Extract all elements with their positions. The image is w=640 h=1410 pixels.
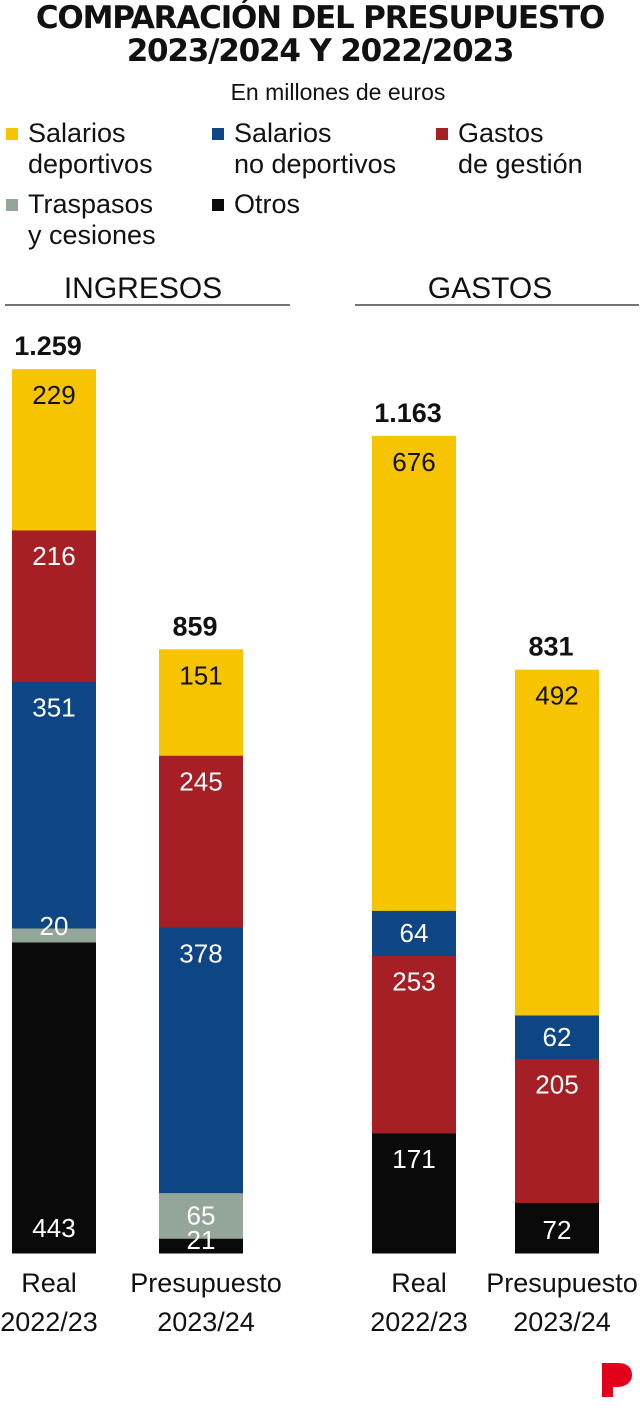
category-label-gastos: 2022/23: [370, 1307, 468, 1337]
bar-segment-gastos-gastos-de-gestion: [372, 955, 456, 1134]
legend-swatch: [436, 128, 448, 140]
legend-swatch: [6, 128, 18, 140]
publisher-logo-icon: [602, 1363, 632, 1397]
bar-segment-ingresos-gastos-de-gestion: [159, 755, 243, 928]
chart-subtitle: En millones de euros: [230, 79, 446, 105]
legend-label: Gastos de gestión: [458, 118, 583, 179]
bar-segment-gastos-salarios-no-deportivos: [372, 910, 456, 956]
data-label-ingresos-otros: 21: [187, 1225, 216, 1255]
data-label-gastos-salarios-no-deportivos: 64: [400, 918, 429, 948]
data-label-ingresos-salarios-no-deportivos: 378: [179, 938, 222, 968]
bar-segment-ingresos-gastos-de-gestion: [12, 529, 96, 683]
data-label-ingresos-otros: 443: [32, 1213, 75, 1243]
gastos-panel-title: GASTOS: [428, 272, 552, 305]
bar-segment-ingresos-salarios-deportivos: [12, 369, 96, 531]
legend-swatch: [6, 199, 18, 211]
bar-segment-ingresos-traspasos-y-cesiones: [12, 927, 96, 943]
legend-label: Salarios no deportivos: [234, 118, 397, 179]
bar-total-gastos: 831: [528, 632, 573, 662]
data-label-ingresos-gastos-de-gestion: 245: [179, 766, 222, 796]
data-label-ingresos-salarios-deportivos: 229: [32, 380, 75, 410]
data-label-gastos-gastos-de-gestion: 205: [535, 1070, 578, 1100]
bar-segment-ingresos-otros: [12, 942, 96, 1254]
category-label-gastos: 2023/24: [513, 1307, 611, 1337]
data-label-ingresos-traspasos-y-cesiones: 65: [187, 1200, 216, 1230]
data-label-gastos-otros: 171: [392, 1144, 435, 1174]
data-label-gastos-salarios-no-deportivos: 62: [543, 1022, 572, 1052]
bar-segment-gastos-gastos-de-gestion: [515, 1058, 599, 1203]
legend-label: Traspasos y cesiones: [28, 189, 156, 250]
bar-segment-ingresos-traspasos-y-cesiones: [159, 1192, 243, 1239]
legend-swatch: [212, 199, 224, 211]
category-label-ingresos: 2022/23: [0, 1307, 98, 1337]
bar-total-ingresos: 1.259: [14, 331, 82, 361]
data-label-ingresos-gastos-de-gestion: 216: [32, 541, 75, 571]
bar-segment-gastos-salarios-no-deportivos: [515, 1015, 599, 1060]
bar-segment-gastos-otros: [515, 1202, 599, 1254]
legend-swatch: [212, 128, 224, 140]
bar-segment-gastos-salarios-deportivos: [515, 669, 599, 1016]
bar-segment-ingresos-salarios-no-deportivos: [159, 927, 243, 1194]
bar-segment-gastos-salarios-deportivos: [372, 435, 456, 911]
legend-label: Otros: [234, 189, 301, 219]
category-label-gastos: Real: [391, 1268, 447, 1298]
bar-segment-gastos-otros: [372, 1132, 456, 1254]
bar-total-ingresos: 859: [172, 611, 217, 641]
data-label-gastos-salarios-deportivos: 676: [392, 447, 435, 477]
category-label-ingresos: Presupuesto: [130, 1268, 282, 1298]
data-label-ingresos-salarios-deportivos: 151: [179, 660, 222, 690]
category-label-gastos: Presupuesto: [486, 1268, 638, 1298]
bar-segment-ingresos-otros: [159, 1238, 243, 1254]
chart-title-line-2: 2023/2024 Y 2022/2023: [126, 33, 515, 69]
bar-segment-ingresos-salarios-no-deportivos: [12, 681, 96, 929]
category-label-ingresos: Real: [21, 1268, 77, 1298]
data-label-gastos-salarios-deportivos: 492: [535, 681, 578, 711]
bar-segment-ingresos-salarios-deportivos: [159, 649, 243, 756]
data-label-gastos-otros: 72: [543, 1215, 572, 1245]
bar-total-gastos: 1.163: [374, 398, 442, 428]
data-label-ingresos-salarios-no-deportivos: 351: [32, 693, 75, 723]
legend-label: Salarios deportivos: [28, 118, 153, 179]
category-label-ingresos: 2023/24: [157, 1307, 255, 1337]
data-label-gastos-gastos-de-gestion: 253: [392, 966, 435, 996]
chart-title: COMPARACIÓN DEL PRESUPUESTO 2023/2024 Y …: [0, 2, 640, 68]
data-label-ingresos-traspasos-y-cesiones: 20: [40, 911, 69, 941]
chart-title-line-1: COMPARACIÓN DEL PRESUPUESTO: [35, 0, 605, 36]
ingresos-panel-title: INGRESOS: [64, 272, 222, 305]
